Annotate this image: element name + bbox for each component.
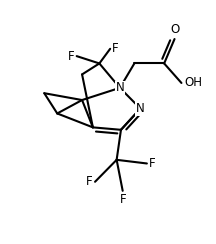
Text: N: N xyxy=(116,81,124,94)
Text: O: O xyxy=(170,23,179,36)
Text: F: F xyxy=(149,157,156,170)
Text: N: N xyxy=(136,102,145,115)
Text: F: F xyxy=(112,42,119,55)
Text: F: F xyxy=(86,175,93,188)
Text: F: F xyxy=(68,50,75,63)
Text: F: F xyxy=(119,193,126,206)
Text: OH: OH xyxy=(184,76,202,90)
